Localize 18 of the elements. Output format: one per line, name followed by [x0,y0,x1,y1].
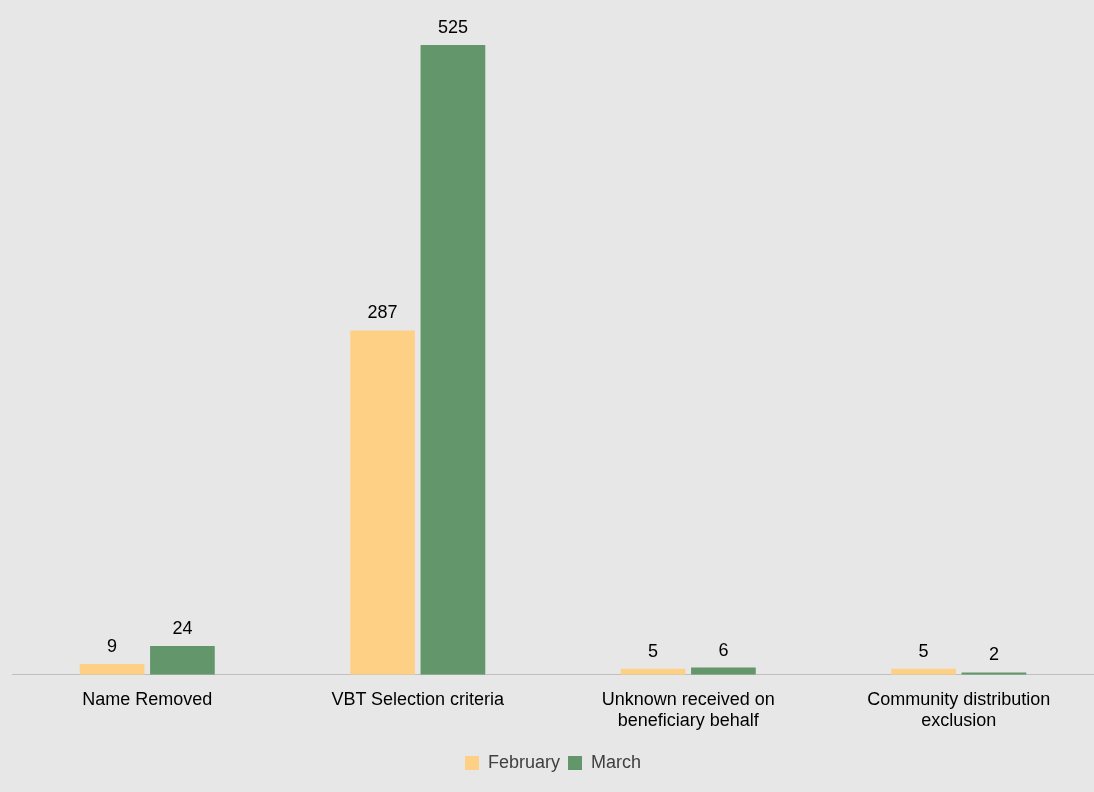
bar [350,330,415,675]
x-tick-label: VBT Selection criteria [331,688,506,709]
data-label: 24 [172,617,193,638]
bar [150,646,215,675]
data-label: 5 [648,640,659,661]
x-tick-label: Unknown received on beneficiary behalf [601,688,775,731]
bar [420,45,486,675]
data-label: 525 [437,16,468,37]
x-tick-label: Community distribution exclusion [867,688,1051,731]
data-label: 2 [988,644,999,665]
legend-label: March [591,751,642,772]
data-label: 6 [718,639,729,660]
legend-label: February [487,751,561,772]
bar [79,664,145,675]
data-label: 9 [107,635,118,656]
x-tick-label: Name Removed [82,688,213,709]
data-label: 5 [918,640,929,661]
data-label: 287 [367,302,398,323]
